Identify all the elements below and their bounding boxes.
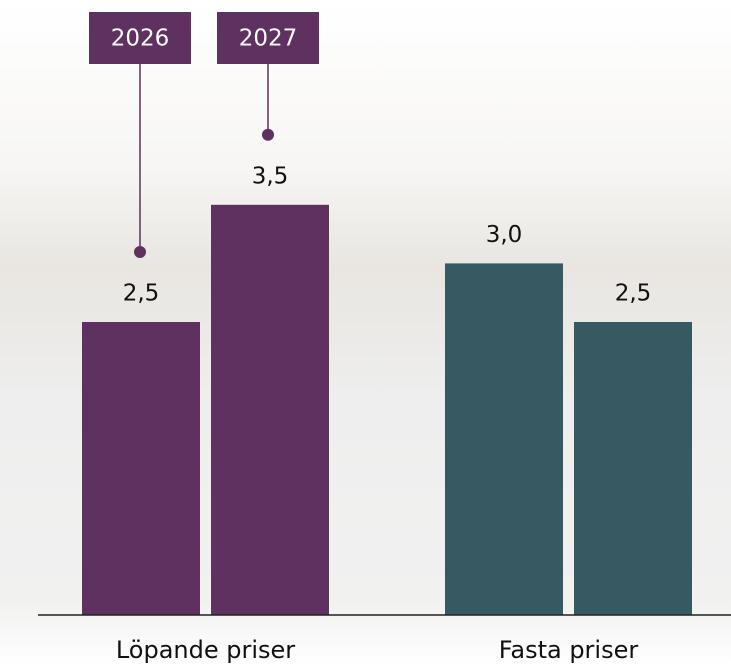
bar (574, 322, 692, 615)
legend-label: 2026 (111, 26, 170, 52)
x-tick-label: Löpande priser (116, 636, 295, 664)
value-label: 3,5 (252, 163, 289, 189)
legend-label: 2027 (239, 26, 298, 52)
legend-box (217, 12, 319, 64)
legend-dot (134, 246, 146, 258)
value-label: 2,5 (615, 281, 652, 307)
x-tick-label: Fasta priser (499, 636, 639, 664)
bar (445, 263, 563, 615)
legend-dot (262, 128, 274, 141)
value-label: 2,5 (123, 281, 160, 307)
bar (82, 322, 200, 615)
value-label: 3,0 (486, 222, 523, 248)
legend-box (89, 12, 191, 64)
bar (211, 204, 329, 616)
